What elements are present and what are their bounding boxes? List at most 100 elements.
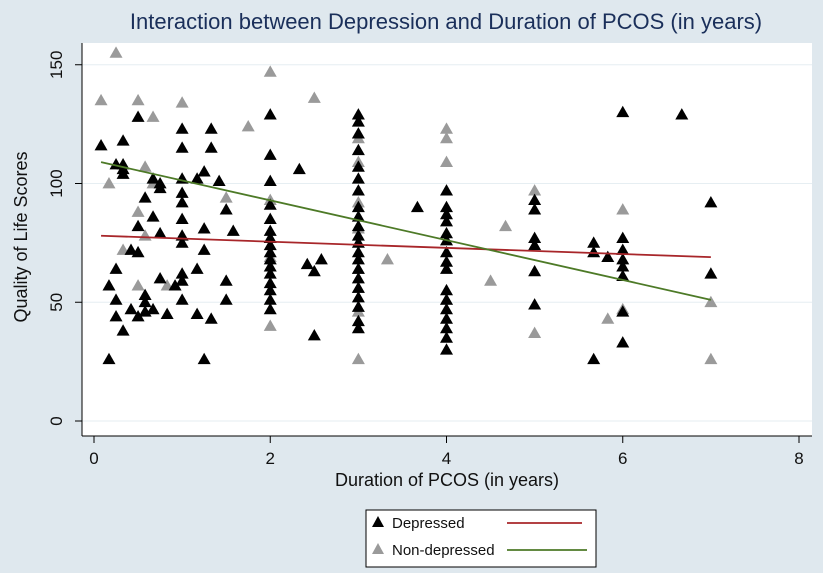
marker-non-depressed-19 <box>307 91 321 103</box>
marker-non-depressed-35 <box>528 184 542 196</box>
x-tick-label-2: 2 <box>266 449 275 468</box>
marker-depressed-103 <box>440 215 453 227</box>
marker-depressed-117 <box>528 203 542 215</box>
marker-non-depressed-6 <box>131 279 145 291</box>
marker-depressed-85 <box>351 200 365 213</box>
marker-depressed-100 <box>440 184 453 196</box>
marker-depressed-123 <box>587 245 601 258</box>
legend-box <box>365 509 597 568</box>
marker-depressed-95 <box>351 291 365 303</box>
marker-depressed-120 <box>528 264 542 277</box>
marker-depressed-10 <box>116 134 130 146</box>
data-markers <box>94 46 718 365</box>
marker-non-depressed-40 <box>704 295 718 308</box>
fit-lines <box>100 161 712 301</box>
marker-depressed-34 <box>175 186 189 198</box>
marker-depressed-69 <box>263 276 277 289</box>
marker-depressed-98 <box>351 321 365 334</box>
marker-depressed-5 <box>109 293 123 305</box>
marker-non-depressed-31 <box>440 155 453 167</box>
marker-depressed-42 <box>190 172 204 184</box>
marker-depressed-23 <box>146 302 160 315</box>
marker-depressed-130 <box>616 260 630 272</box>
marker-depressed-96 <box>351 300 365 312</box>
marker-depressed-97 <box>351 314 365 327</box>
marker-depressed-53 <box>219 203 233 215</box>
fit-line-depressed <box>101 234 711 259</box>
marker-depressed-82 <box>351 160 365 172</box>
marker-non-depressed-18 <box>263 319 277 331</box>
marker-non-depressed-41 <box>704 352 718 365</box>
marker-depressed-135 <box>704 196 718 208</box>
marker-depressed-124 <box>587 352 601 365</box>
x-axis-ticks: 0 2 4 6 8 <box>89 436 804 468</box>
marker-depressed-40 <box>175 274 189 286</box>
y-axis-ticks: 0 50 100 150 <box>47 51 82 426</box>
chart-title: Interaction between Depression and Durat… <box>130 9 762 34</box>
marker-depressed-126 <box>616 105 630 118</box>
marker-depressed-80 <box>351 127 365 139</box>
x-tick-label-4: 4 <box>442 449 451 468</box>
x-tick-label-8: 8 <box>794 449 803 468</box>
marker-depressed-129 <box>616 253 630 265</box>
marker-depressed-67 <box>263 260 277 272</box>
marker-depressed-101 <box>440 200 453 213</box>
marker-depressed-45 <box>197 352 211 365</box>
marker-depressed-24 <box>146 172 160 184</box>
marker-depressed-62 <box>263 224 277 236</box>
marker-depressed-52 <box>212 174 226 186</box>
marker-depressed-35 <box>175 196 189 208</box>
marker-depressed-110 <box>440 293 453 305</box>
marker-depressed-3 <box>109 262 123 274</box>
marker-depressed-59 <box>263 174 277 186</box>
y-tick-label-50: 50 <box>47 293 66 312</box>
marker-depressed-108 <box>440 262 453 274</box>
marker-depressed-106 <box>440 245 453 258</box>
marker-non-depressed-0 <box>94 93 108 106</box>
marker-depressed-6 <box>109 310 123 322</box>
marker-depressed-125 <box>601 250 615 262</box>
marker-depressed-131 <box>616 269 630 281</box>
marker-depressed-104 <box>440 226 453 239</box>
legend-non-depressed-label: Non-depressed <box>392 542 495 559</box>
marker-depressed-70 <box>263 283 277 296</box>
marker-depressed-78 <box>351 108 365 120</box>
marker-depressed-66 <box>263 253 277 265</box>
marker-depressed-90 <box>351 245 365 258</box>
marker-depressed-109 <box>440 283 453 296</box>
marker-depressed-60 <box>263 198 277 210</box>
marker-non-depressed-30 <box>440 131 453 144</box>
marker-depressed-46 <box>197 222 211 234</box>
marker-depressed-32 <box>175 141 189 153</box>
marker-non-depressed-29 <box>440 122 453 134</box>
marker-depressed-116 <box>528 193 542 205</box>
marker-depressed-57 <box>263 108 277 120</box>
marker-depressed-102 <box>440 207 453 220</box>
marker-depressed-83 <box>351 172 365 184</box>
marker-depressed-26 <box>153 181 167 194</box>
marker-non-depressed-7 <box>138 160 152 172</box>
marker-depressed-19 <box>138 288 152 300</box>
marker-depressed-0 <box>94 139 108 151</box>
marker-depressed-79 <box>351 115 365 127</box>
marker-depressed-9 <box>116 167 130 179</box>
marker-depressed-63 <box>263 231 277 243</box>
marker-depressed-114 <box>440 331 453 343</box>
y-tick-label-0: 0 <box>47 416 66 425</box>
y-tick-label-100: 100 <box>47 169 66 197</box>
marker-non-depressed-15 <box>263 65 277 77</box>
marker-depressed-20 <box>138 191 152 203</box>
marker-depressed-16 <box>131 310 145 322</box>
marker-depressed-71 <box>263 293 277 305</box>
marker-depressed-2 <box>102 279 116 291</box>
marker-non-depressed-28 <box>380 253 394 265</box>
marker-non-depressed-4 <box>131 93 145 106</box>
marker-depressed-127 <box>616 231 630 243</box>
marker-depressed-51 <box>204 312 218 324</box>
marker-depressed-81 <box>351 143 365 156</box>
legend-depressed-label: Depressed <box>392 515 465 532</box>
marker-non-depressed-14 <box>241 120 255 132</box>
marker-depressed-88 <box>351 229 365 241</box>
marker-depressed-133 <box>616 336 630 348</box>
